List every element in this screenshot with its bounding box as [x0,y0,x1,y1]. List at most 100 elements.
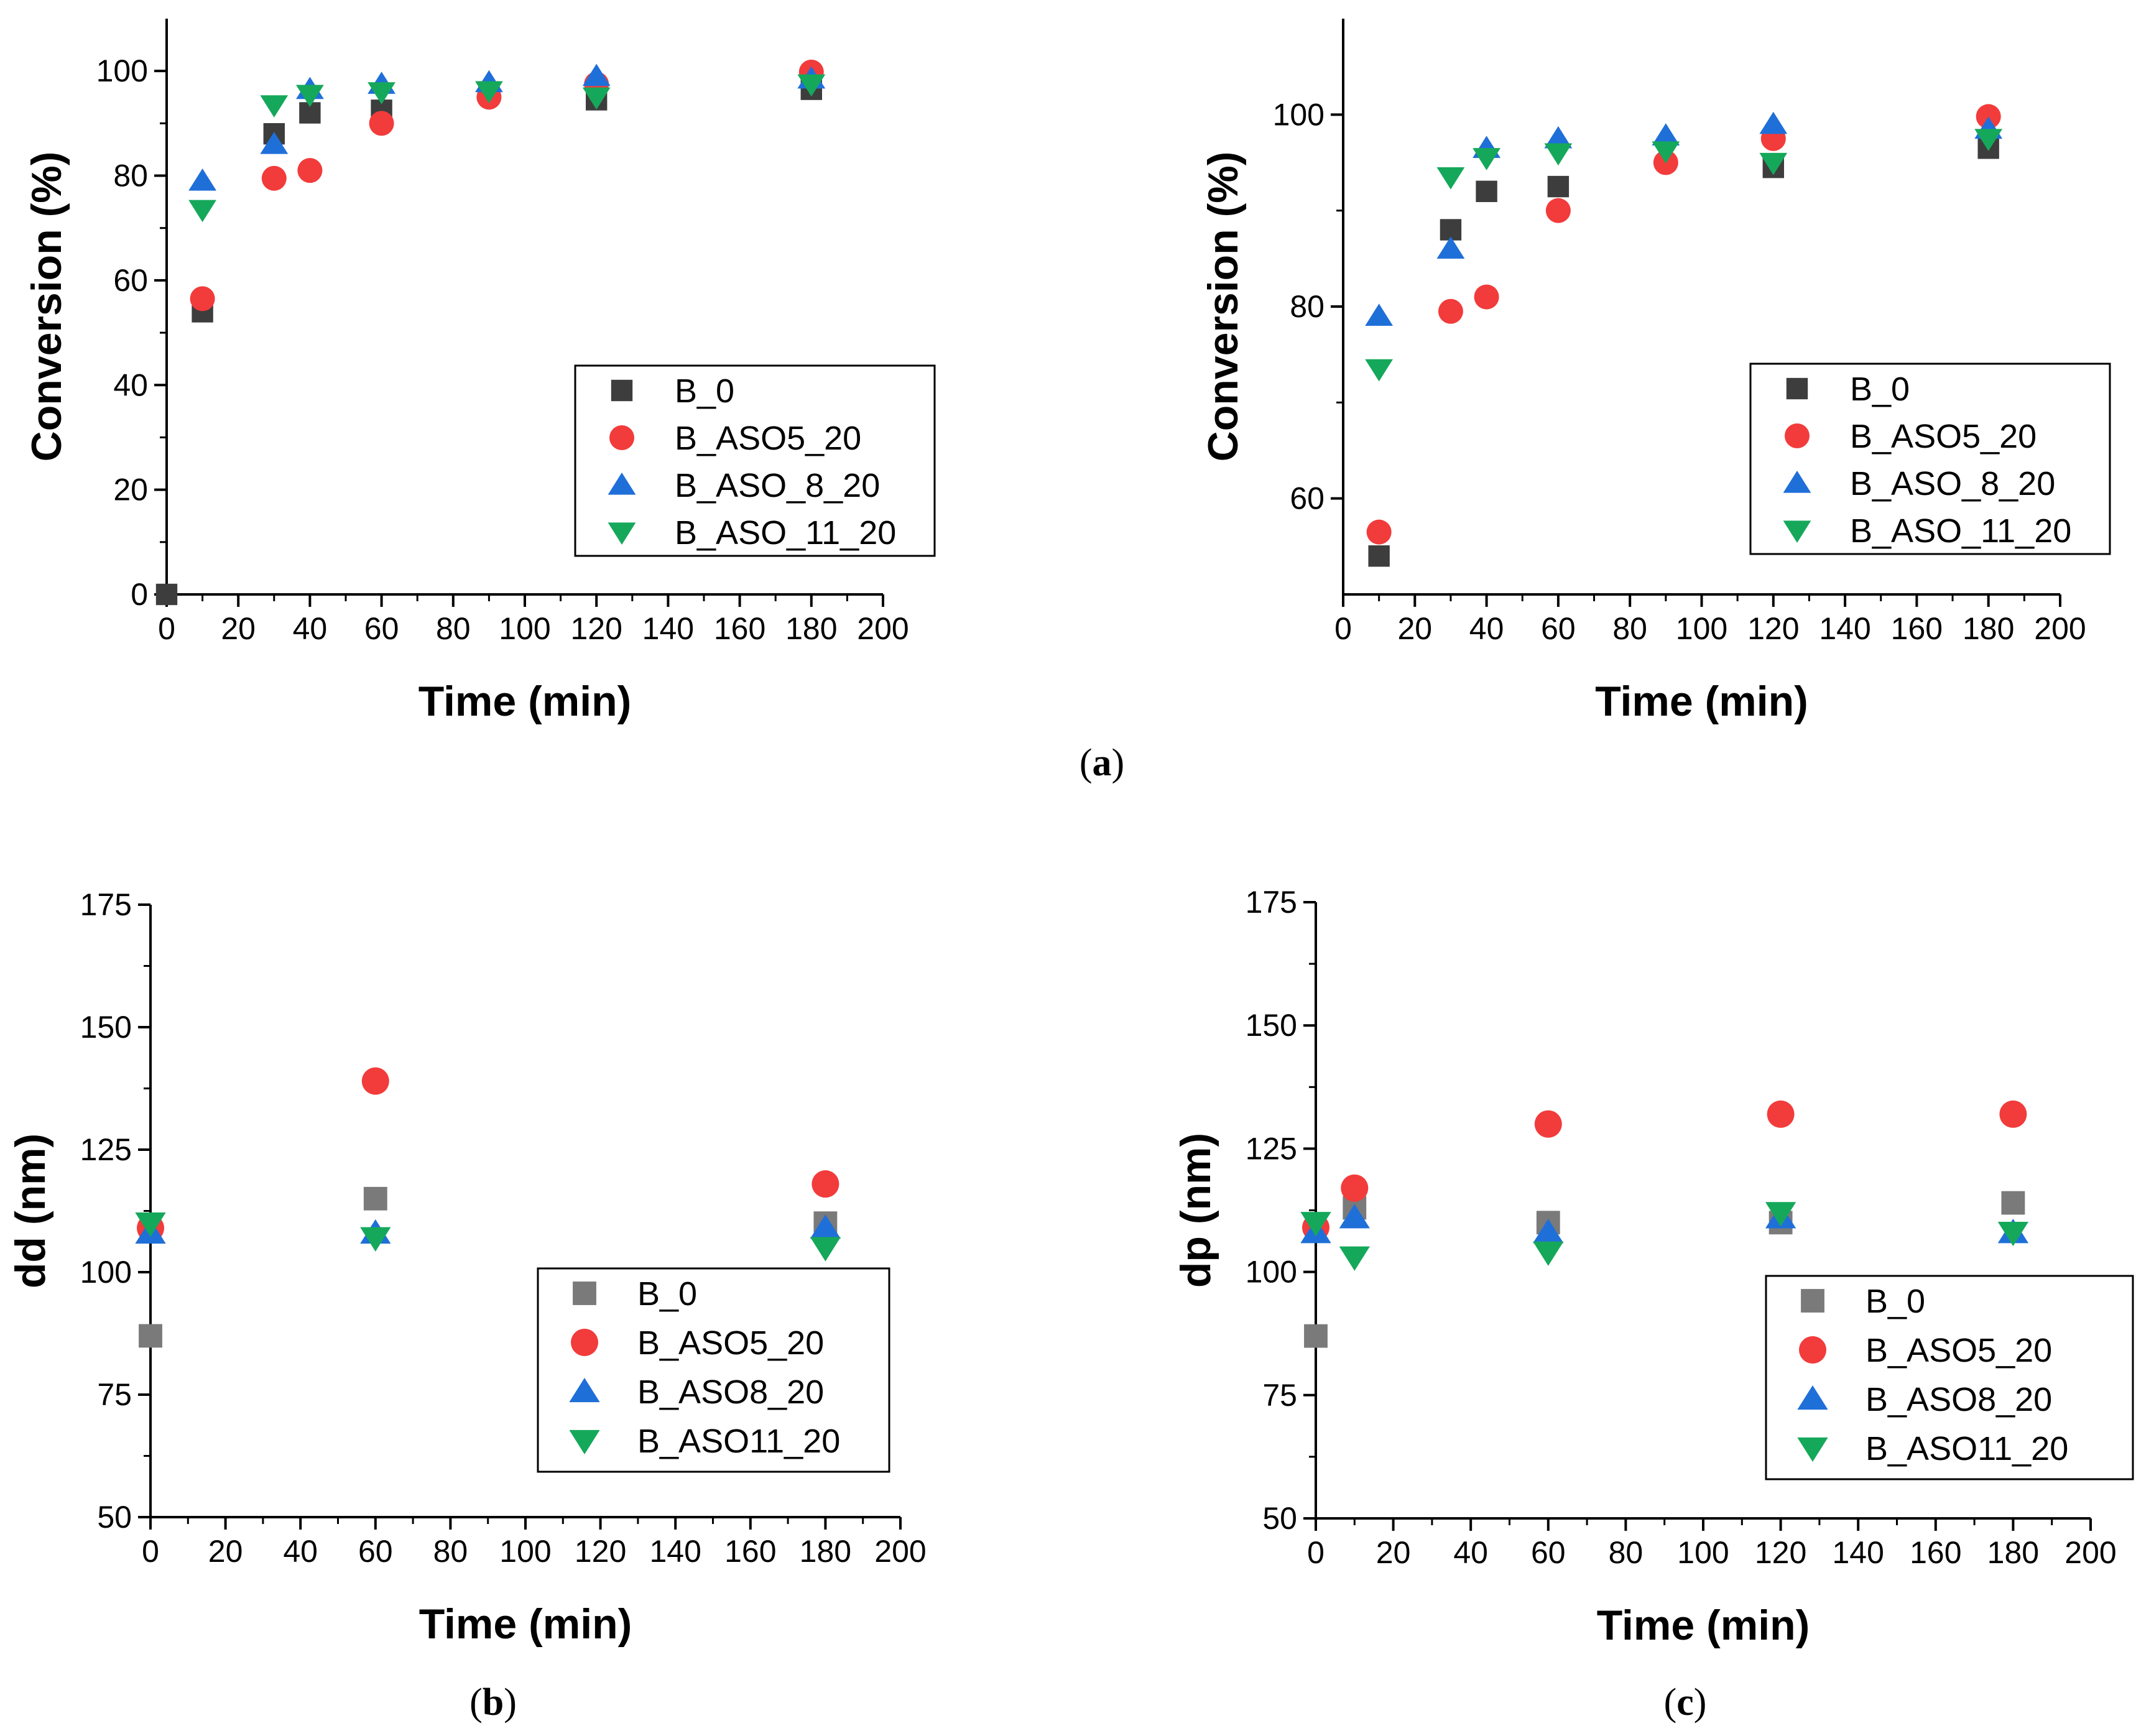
x-tick-label: 60 [364,611,399,646]
data-point-triangle-up [1533,1219,1564,1244]
data-point-square [1476,180,1497,202]
legend-box [537,1267,890,1473]
y-tick-label: 0 [131,577,148,612]
data-point-triangle-down [582,87,611,110]
data-point-square [1368,545,1390,567]
y-tick-label: 60 [113,263,148,298]
data-point-circle [261,165,287,191]
data-point-square [1547,175,1570,198]
x-tick-label: 100 [499,611,550,646]
data-point-triangle-down [296,85,324,108]
legend-marker-triangle-down [1797,1437,1828,1462]
data-point-triangle-down [188,200,216,223]
x-tick-label: 200 [2034,611,2086,646]
data-point-triangle-down [1473,148,1500,170]
y-tick-label: 50 [1262,1501,1297,1536]
legend-label: B_ASO8_20 [637,1374,824,1411]
data-point-triangle-up [1339,1204,1370,1229]
legend-label: B_ASO5_20 [1866,1332,2052,1369]
data-point-triangle-down [475,81,503,104]
legend-label: B_ASO_8_20 [1850,465,2055,502]
panel-label-b: (b) [469,1681,517,1724]
x-tick-label: 20 [208,1534,243,1569]
y-tick-label: 100 [1273,97,1325,132]
legend-marker-circle [609,425,634,450]
y-tick-label: 100 [80,1255,132,1290]
legend-marker-triangle-down [569,1429,600,1454]
data-point-circle [1976,104,2001,129]
x-tick-label: 140 [642,611,694,646]
legend-label: B_0 [675,372,734,410]
data-point-square [363,1186,387,1211]
data-point-triangle-down [797,74,826,97]
y-axis-title: dp (nm) [1172,1133,1219,1288]
x-tick-label: 0 [1334,611,1352,646]
data-point-square [2001,1191,2025,1215]
legend-label: B_0 [637,1275,697,1313]
data-point-circle [297,158,323,183]
x-tick-label: 200 [857,611,908,646]
legend-marker-square [611,379,633,402]
y-axis-title: dd (nm) [7,1133,54,1288]
data-point-triangle-up [1365,303,1394,326]
legend-marker-triangle-down [1783,520,1811,543]
chart-c: 0 20 40 60 80 100 120 140 160 180 200 50 75 100 125 150… [1172,885,2134,1649]
x-axis-title: Time (min) [1595,678,1808,725]
panel-label-c: (c) [1664,1681,1707,1724]
legend-marker-triangle-down [608,522,636,545]
legend-marker-triangle-up [1783,471,1811,493]
data-point-triangle-up [582,63,611,86]
x-tick-label: 60 [1541,611,1576,646]
x-tick-label: 180 [1987,1535,2039,1570]
y-tick-label: 80 [113,159,148,193]
x-tick-label: 100 [1676,611,1727,646]
legend-marker-circle [1785,423,1810,448]
x-axis-title: Time (min) [419,1600,632,1648]
legend-label: B_ASO_8_20 [675,467,880,504]
x-tick-label: 100 [1677,1535,1729,1570]
chart-a_left: 0 20 40 60 80 100 120 140 160 180 200 0 20 40 60 80 100 T… [23,19,936,725]
legend: B_0 B_ASO5_20 B_ASO_8_20 B_ASO_11_20 [574,364,936,557]
x-tick-label: 200 [2064,1535,2116,1570]
data-point-triangle-up [260,132,289,154]
data-point-circle [1767,1100,1795,1128]
x-axis-title: Time (min) [1597,1602,1810,1649]
data-point-circle [1999,1100,2027,1128]
x-tick-label: 0 [1307,1535,1325,1570]
y-tick-label: 125 [1246,1131,1297,1166]
legend-box [574,364,936,557]
x-tick-label: 160 [724,1534,776,1569]
x-tick-label: 80 [1612,611,1647,646]
x-tick-label: 140 [1819,611,1870,646]
y-tick-label: 150 [80,1010,132,1045]
x-tick-label: 80 [433,1534,468,1569]
legend-label: B_ASO5_20 [637,1324,824,1362]
x-tick-label: 120 [1755,1535,1806,1570]
data-point-circle [361,1067,389,1095]
x-tick-label: 80 [1609,1535,1644,1570]
legend-marker-triangle-up [569,1378,600,1403]
data-point-triangle-down [1436,167,1465,190]
data-point-circle [1366,519,1392,545]
legend-marker-square [1786,377,1808,400]
x-tick-label: 20 [1376,1535,1411,1570]
x-tick-label: 180 [800,1534,851,1569]
data-point-triangle-up [188,168,216,191]
data-point-circle [1438,298,1463,324]
x-tick-label: 60 [358,1534,393,1569]
x-tick-label: 60 [1531,1535,1566,1570]
y-tick-label: 175 [80,887,132,922]
data-point-circle [1534,1110,1562,1138]
y-tick-label: 40 [113,367,148,402]
x-tick-label: 200 [874,1534,926,1569]
y-tick-label: 100 [1246,1255,1297,1290]
y-tick-label: 125 [80,1132,132,1167]
data-point-triangle-down [368,82,395,104]
data-point-triangle-down [1974,129,2003,151]
data-point-circle [811,1170,839,1198]
legend-label: B_ASO_11_20 [675,514,896,552]
data-point-square [139,1324,162,1348]
legend-box [1765,1275,2134,1480]
data-point-triangle-down [360,1227,391,1252]
chart-a_right: 0 20 40 60 80 100 120 140 160 180 200 60 80 100 Time (… [1200,19,2111,725]
